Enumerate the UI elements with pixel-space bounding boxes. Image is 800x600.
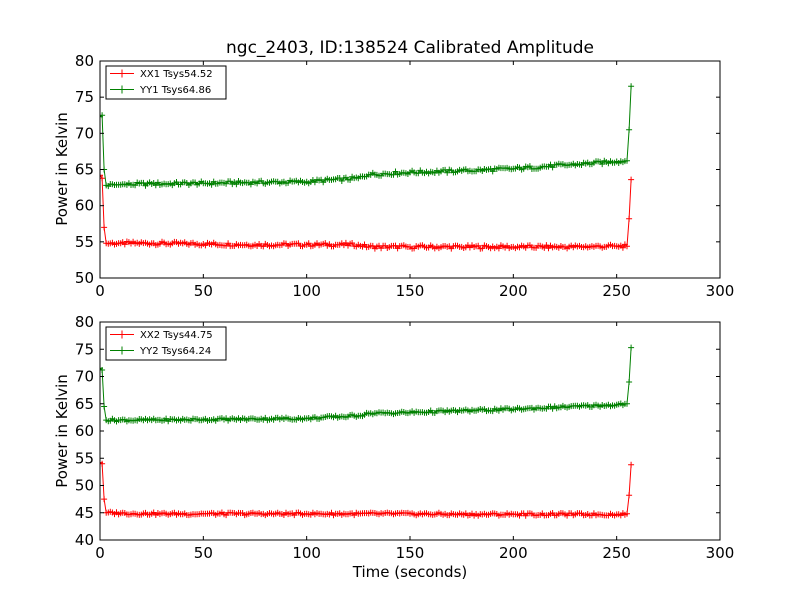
bottom-y-tick-label: 55 — [75, 449, 94, 467]
bottom-y-tick-label: 80 — [75, 313, 94, 331]
top-series-markers-0 — [100, 172, 635, 252]
bottom-series-markers-0 — [100, 459, 635, 519]
top-y-tick-label: 60 — [75, 197, 94, 215]
top-x-tick-label: 0 — [95, 282, 105, 300]
bottom-legend-label-xx2: XX2 Tsys44.75 — [140, 330, 213, 341]
bottom-y-tick-label: 40 — [75, 531, 94, 549]
top-y-axis: 50 55 60 65 70 75 80 — [75, 52, 720, 287]
chart-title: ngc_2403, ID:138524 Calibrated Amplitude — [226, 38, 594, 58]
top-y-tick-label: 50 — [75, 269, 94, 287]
top-x-tick-label: 50 — [194, 282, 213, 300]
bottom-legend-box — [105, 326, 227, 361]
top-legend-marker-yy1 — [118, 85, 126, 94]
bottom-y-tick-label: 75 — [75, 340, 94, 358]
bottom-y-axis-label: Power in Kelvin — [53, 374, 71, 488]
top-x-axis: 0 50 100 150 200 250 300 — [95, 61, 734, 300]
bottom-x-tick-label: 100 — [292, 544, 321, 562]
top-x-tick-label: 250 — [602, 282, 631, 300]
bottom-x-tick-label: 0 — [95, 544, 105, 562]
top-y-tick-label: 70 — [75, 124, 94, 142]
top-y-tick-label: 55 — [75, 233, 94, 251]
top-y-axis-label: Power in Kelvin — [53, 112, 71, 226]
top-legend: XX1 Tsys54.52 YY1 Tsys64.86 — [105, 65, 227, 100]
top-x-tick-label: 300 — [706, 282, 735, 300]
top-legend-marker-xx1 — [118, 69, 126, 78]
bottom-y-axis: 40 45 50 55 60 65 70 75 80 — [75, 313, 720, 549]
bottom-y-tick-label: 60 — [75, 422, 94, 440]
bottom-series-layer — [100, 344, 635, 519]
top-legend-label-yy1: YY1 Tsys64.86 — [139, 85, 211, 96]
top-series-markers-1 — [100, 83, 635, 190]
top-series-layer — [100, 83, 635, 252]
top-x-tick-label: 200 — [499, 282, 528, 300]
bottom-y-tick-label: 50 — [75, 477, 94, 495]
bottom-x-tick-label: 50 — [194, 544, 213, 562]
top-y-tick-label: 75 — [75, 88, 94, 106]
top-y-tick-label: 80 — [75, 52, 94, 70]
top-legend-box — [105, 65, 227, 100]
bottom-x-tick-label: 250 — [602, 544, 631, 562]
bottom-y-tick-label: 65 — [75, 395, 94, 413]
bottom-panel: 0 50 100 150 200 250 300 40 45 50 55 60 65 70 75 80 Po… — [53, 313, 734, 581]
top-legend-label-xx1: XX1 Tsys54.52 — [140, 69, 213, 80]
bottom-legend-marker-xx2 — [118, 330, 126, 339]
bottom-legend-label-yy2: YY2 Tsys64.24 — [139, 346, 211, 357]
bottom-x-tick-label: 200 — [499, 544, 528, 562]
top-y-tick-label: 65 — [75, 161, 94, 179]
bottom-x-axis-label: Time (seconds) — [352, 563, 468, 581]
bottom-x-axis: 0 50 100 150 200 250 300 — [95, 322, 734, 562]
bottom-legend: XX2 Tsys44.75 YY2 Tsys64.24 — [105, 326, 227, 361]
bottom-y-tick-label: 45 — [75, 504, 94, 522]
bottom-series-markers-1 — [100, 344, 635, 425]
bottom-x-tick-label: 300 — [706, 544, 735, 562]
bottom-x-tick-label: 150 — [396, 544, 425, 562]
bottom-legend-marker-yy2 — [118, 346, 126, 355]
bottom-y-tick-label: 70 — [75, 368, 94, 386]
top-x-tick-label: 150 — [396, 282, 425, 300]
top-x-tick-label: 100 — [292, 282, 321, 300]
